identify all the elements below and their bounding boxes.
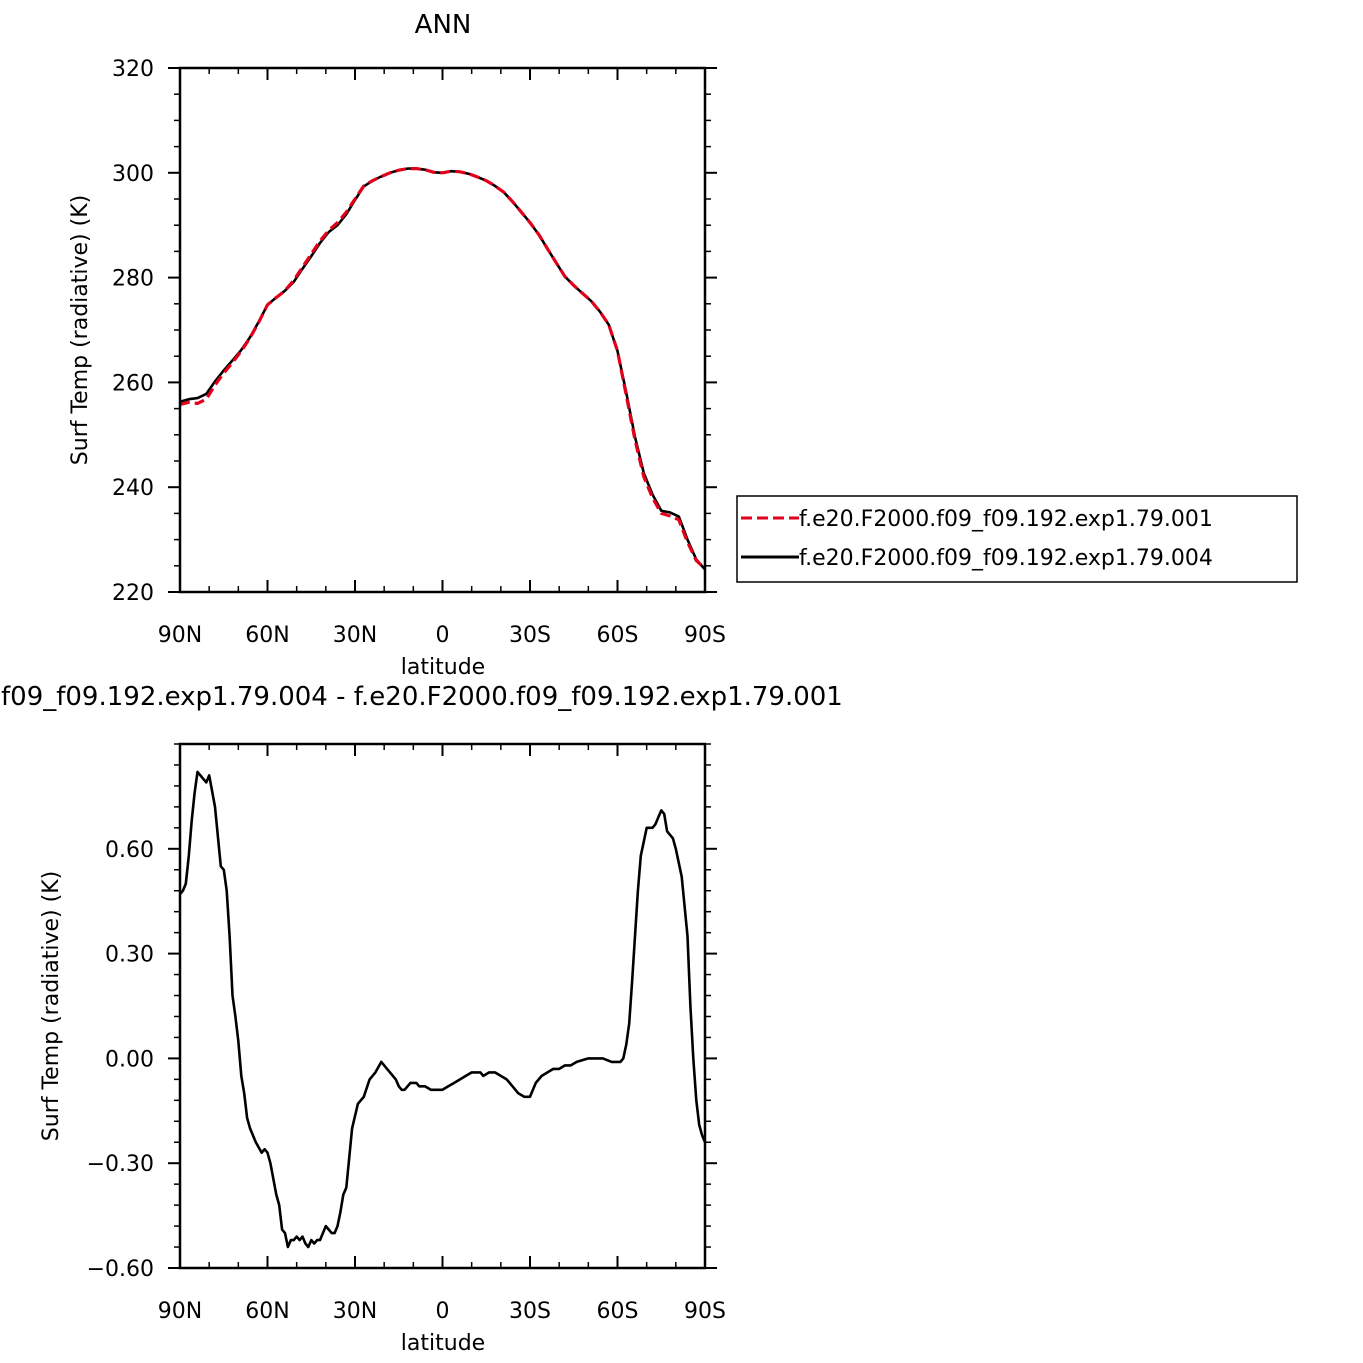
bottom-panel-y-axis-label: Surf Temp (radiative) (K) [39, 871, 64, 1141]
legend: f.e20.F2000.f09_f09.192.exp1.79.001 f.e2… [736, 495, 1298, 583]
top-panel: ANN 90N 60N 30N 0 30S 60S 90S 220 240 260 280 300 3… [68, 10, 726, 680]
series-line-1 [179, 167, 706, 571]
bottom-panel-y-tick-labels: −0.60 −0.30 0.00 0.30 0.60 [87, 838, 154, 1282]
bottom-panel-x-axis-label: latitude [401, 1331, 485, 1356]
top-panel-series [179, 167, 707, 571]
top-panel-y-tick-labels: 220 240 260 280 300 320 [112, 57, 154, 606]
x-tick-label: 30N [333, 1299, 377, 1324]
legend-label-004: f.e20.F2000.f09_f09.192.exp1.79.004 [799, 546, 1213, 571]
series-line-0 [178, 770, 707, 1249]
legend-label-001: f.e20.F2000.f09_f09.192.exp1.79.001 [799, 507, 1213, 532]
x-tick-label: 0 [436, 1299, 450, 1324]
top-panel-title: ANN [415, 10, 472, 40]
y-tick-label: 0.60 [105, 838, 154, 863]
x-tick-label: 60S [597, 1299, 639, 1324]
legend-box [736, 495, 1298, 583]
bottom-panel-series [178, 770, 707, 1249]
y-tick-label: 240 [112, 476, 154, 501]
top-panel-y-axis-label: Surf Temp (radiative) (K) [68, 195, 93, 465]
y-tick-label: 220 [112, 581, 154, 606]
x-tick-label: 60S [597, 623, 639, 648]
y-tick-label: −0.30 [87, 1152, 154, 1177]
top-panel-x-tick-labels: 90N 60N 30N 0 30S 60S 90S [158, 623, 726, 648]
y-tick-label: 280 [112, 267, 154, 292]
x-tick-label: 30S [509, 623, 551, 648]
x-tick-label: 90N [158, 1299, 202, 1324]
series-line-0 [179, 167, 707, 570]
bottom-panel-title: f09_f09.192.exp1.79.004 - f.e20.F2000.f0… [1, 682, 843, 712]
y-tick-label: −0.60 [87, 1257, 154, 1282]
top-panel-x-axis-label: latitude [401, 655, 485, 680]
top-panel-frame [178, 66, 707, 594]
y-tick-label: 300 [112, 162, 154, 187]
bottom-panel-x-tick-labels: 90N 60N 30N 0 30S 60S 90S [158, 1299, 726, 1324]
y-tick-label: 320 [112, 57, 154, 82]
top-panel-ticks [168, 67, 717, 593]
y-tick-label: 260 [112, 371, 154, 396]
x-tick-label: 60N [245, 623, 289, 648]
x-tick-label: 90S [684, 1299, 726, 1324]
y-tick-label: 0.00 [105, 1047, 154, 1072]
bottom-panel: f09_f09.192.exp1.79.004 - f.e20.F2000.f0… [1, 682, 843, 1356]
x-tick-label: 60N [245, 1299, 289, 1324]
bottom-panel-frame [178, 742, 707, 1270]
x-tick-label: 30N [333, 623, 377, 648]
x-tick-label: 90N [158, 623, 202, 648]
bottom-panel-ticks [168, 743, 717, 1269]
y-tick-label: 0.30 [105, 943, 154, 968]
x-tick-label: 90S [684, 623, 726, 648]
x-tick-label: 30S [509, 1299, 551, 1324]
x-tick-label: 0 [436, 623, 450, 648]
